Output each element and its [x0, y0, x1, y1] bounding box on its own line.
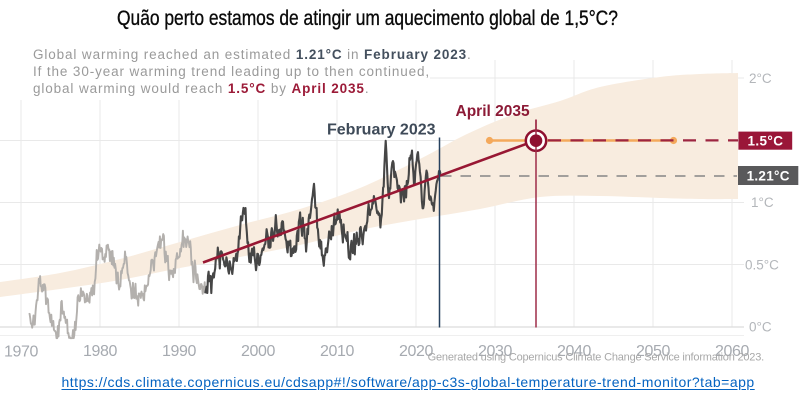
svg-text:2040: 2040	[557, 343, 591, 360]
svg-text:0°C: 0°C	[749, 320, 772, 335]
svg-text:1980: 1980	[83, 343, 117, 360]
svg-text:Generated using Copernicus Cli: Generated using Copernicus Climate Chang…	[428, 352, 764, 364]
svg-text:2060: 2060	[715, 343, 749, 360]
svg-text:April 2035: April 2035	[456, 103, 530, 120]
svg-text:February 2023: February 2023	[327, 122, 436, 139]
svg-text:1°C: 1°C	[751, 195, 774, 210]
svg-text:2000: 2000	[241, 343, 275, 360]
svg-text:1990: 1990	[162, 343, 196, 360]
svg-text:2°C: 2°C	[749, 71, 772, 86]
svg-text:2020: 2020	[399, 343, 433, 360]
svg-text:2030: 2030	[478, 343, 512, 360]
svg-text:2050: 2050	[636, 343, 670, 360]
svg-text:0.5°C: 0.5°C	[745, 258, 779, 273]
svg-text:1970: 1970	[4, 344, 38, 361]
svg-text:1.5°C: 1.5°C	[747, 133, 783, 148]
svg-text:2010: 2010	[320, 343, 354, 360]
svg-text:1.21°C: 1.21°C	[747, 168, 790, 183]
